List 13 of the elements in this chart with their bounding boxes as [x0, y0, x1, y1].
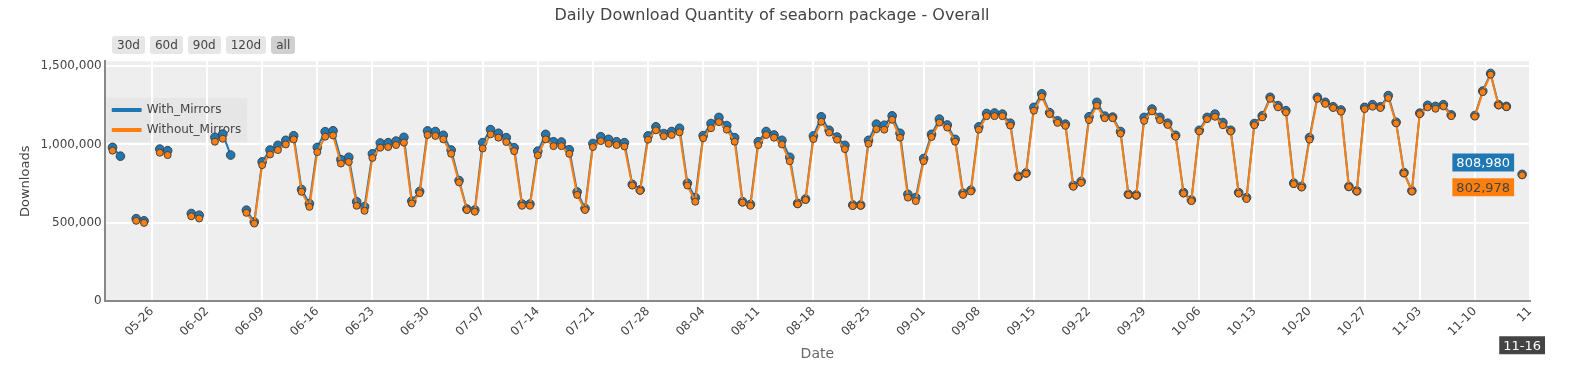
y-axis-title: Downloads: [17, 145, 33, 217]
x-axis-title: Date: [800, 345, 835, 362]
x-tick-label: 11: [1513, 303, 1535, 325]
chart-title: Daily Download Quantity of seaborn package - Overall: [554, 4, 990, 24]
y-tick-label: 1,500,000: [40, 58, 102, 73]
legend-label: With_Mirrors: [146, 102, 222, 117]
y-tick-label: 1,000,000: [40, 136, 102, 151]
text: 11-16: [1503, 337, 1542, 353]
data-label: 802,978: [1456, 179, 1511, 195]
y-tick-label: 500,000: [52, 215, 102, 229]
y-tick-label: 0: [94, 293, 102, 308]
legend-label: Without_Mirrors: [146, 122, 242, 137]
data-label: 808,980: [1456, 154, 1511, 170]
